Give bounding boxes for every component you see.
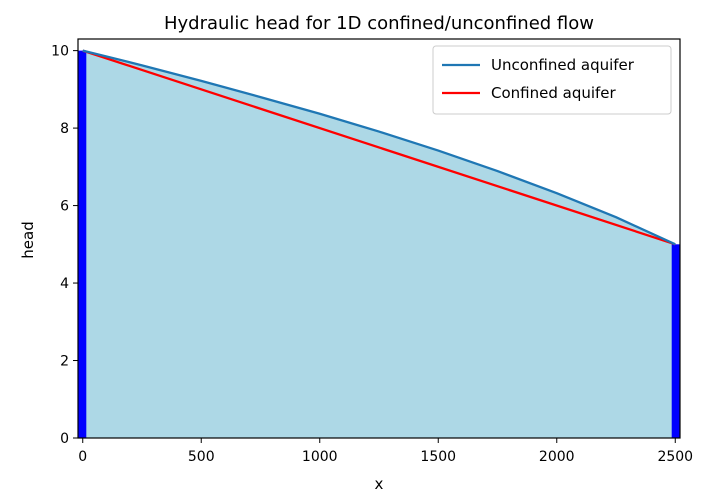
x-tick-label: 1500 xyxy=(420,449,456,465)
legend: Unconfined aquifer Confined aquifer xyxy=(432,45,672,115)
boundary-layer xyxy=(78,50,680,439)
y-tick-label: 2 xyxy=(60,354,69,370)
x-tick-label: 2000 xyxy=(539,449,575,465)
chart-title: Hydraulic head for 1D confined/unconfine… xyxy=(164,13,594,34)
x-axis: 0 500 1000 1500 2000 2500 xyxy=(78,438,693,465)
legend-label-2: Confined aquifer xyxy=(491,84,617,102)
y-axis-label: head xyxy=(19,221,37,258)
y-tick-label: 4 xyxy=(60,276,69,292)
plot-fill-layer xyxy=(82,50,676,439)
x-tick-label: 500 xyxy=(188,449,215,465)
boundary-bar-1 xyxy=(78,50,87,439)
legend-label-1: Unconfined aquifer xyxy=(491,56,635,74)
x-tick-label: 0 xyxy=(78,449,87,465)
aquifer-fill-area xyxy=(82,50,676,439)
y-tick-label: 10 xyxy=(51,44,69,60)
legend-box xyxy=(432,45,672,115)
series-line-confined xyxy=(82,49,676,246)
x-tick-label: 2500 xyxy=(657,449,693,465)
x-tick-label: 1000 xyxy=(302,449,338,465)
y-tick-label: 6 xyxy=(60,199,69,215)
y-axis: 0 2 4 6 8 10 xyxy=(51,44,78,447)
series-line-unconfined xyxy=(82,49,676,246)
x-axis-label: x xyxy=(375,475,384,493)
series-layer xyxy=(82,49,676,246)
y-tick-label: 8 xyxy=(60,121,69,137)
plot-frame xyxy=(77,38,681,439)
boundary-bar-2 xyxy=(671,244,680,438)
y-tick-label: 0 xyxy=(60,431,69,447)
